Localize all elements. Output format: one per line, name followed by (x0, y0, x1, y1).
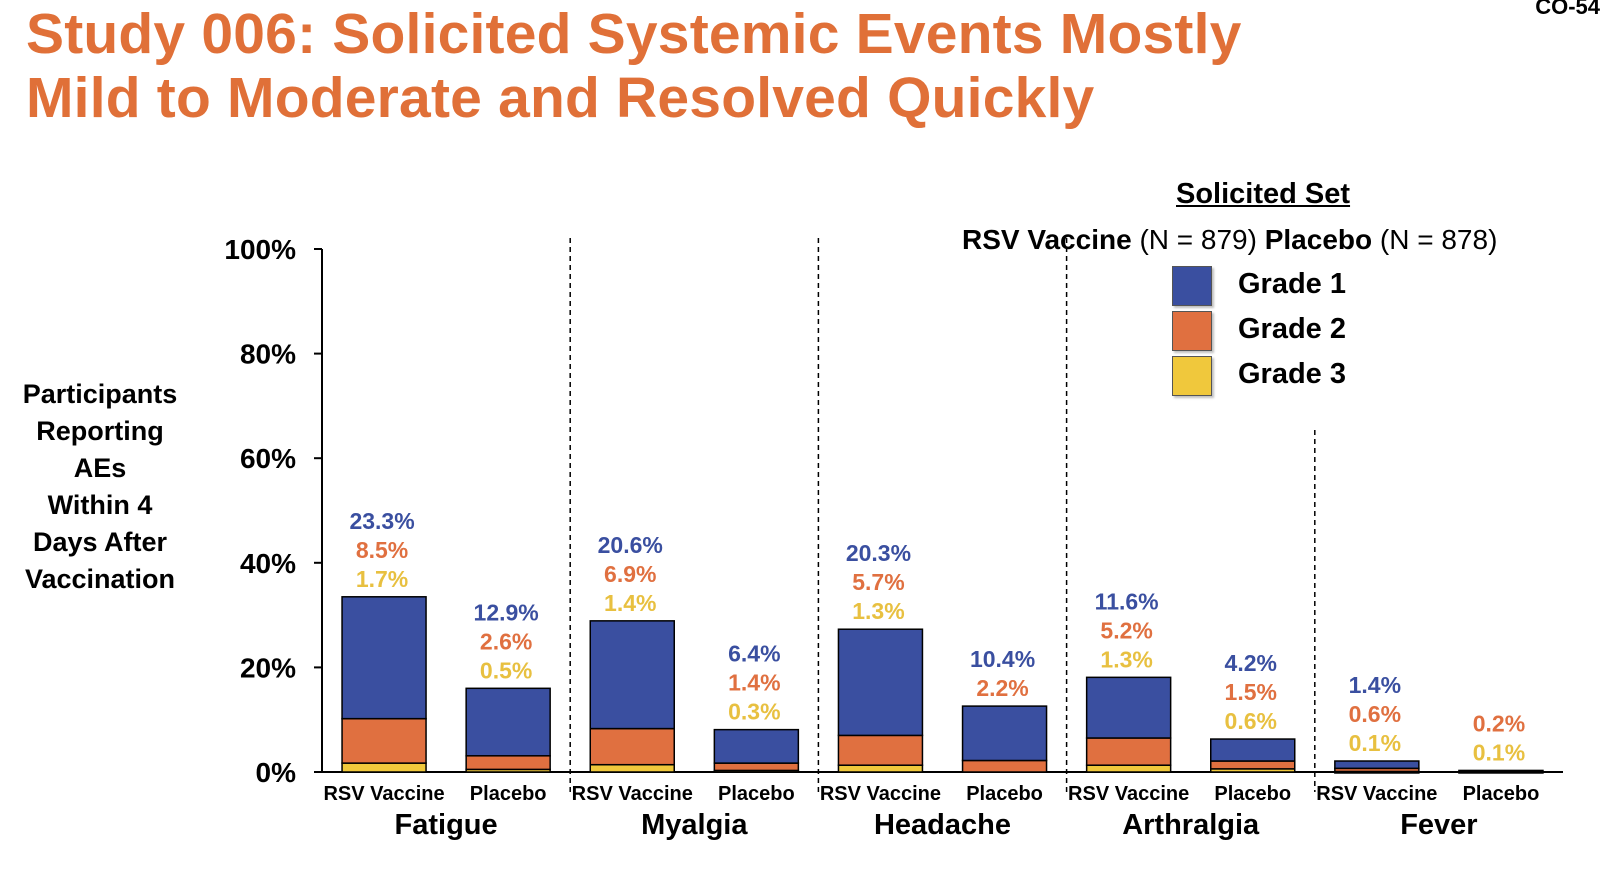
bar-segment-grade1 (589, 620, 675, 730)
group-label: Myalgia (641, 809, 748, 841)
data-label: 1.7% (356, 566, 408, 592)
y-tick-label: 80% (240, 339, 296, 370)
data-label: 0.1% (1349, 730, 1401, 756)
bar-segment-grade1 (1210, 738, 1296, 762)
bar-label: Placebo (470, 783, 547, 805)
data-label: 0.6% (1349, 701, 1401, 727)
data-label: 1.4% (1349, 672, 1401, 698)
data-label: 5.7% (852, 569, 904, 595)
y-axis-title-line: Reporting (36, 416, 164, 446)
group-label: Headache (874, 809, 1011, 841)
data-label: 6.9% (604, 561, 656, 587)
data-label: 0.2% (1473, 710, 1525, 736)
bar-label: RSV Vaccine (1316, 783, 1437, 805)
group-label: Fever (1400, 809, 1477, 841)
bar-segment-grade2 (961, 759, 1048, 773)
y-axis-title-line: AEs (73, 453, 127, 483)
y-axis-title: Participants Reporting AEs Within 4 Days… (4, 376, 196, 598)
data-label: 10.4% (970, 646, 1035, 672)
legend-label-grade-2: Grade 2 (1238, 313, 1346, 345)
y-axis-title-line: Vaccination (24, 564, 176, 594)
group-label: Fatigue (395, 809, 498, 841)
bar-segment-grade1 (1085, 676, 1172, 739)
data-label: 20.6% (598, 532, 663, 558)
bar-segment-grade1 (713, 728, 800, 764)
bar-segment-grade1 (341, 596, 427, 720)
bar-segment-grade2 (1085, 737, 1172, 766)
data-label: 1.5% (1225, 679, 1277, 705)
y-tick-label: 100% (224, 234, 296, 265)
data-label: 5.2% (1100, 617, 1152, 643)
legend-subtitle: RSV Vaccine (N = 879) Placebo (N = 878) (962, 224, 1497, 256)
bar-label: RSV Vaccine (820, 783, 941, 805)
bar-segment-grade2 (1210, 760, 1296, 770)
bar-segment-grade3 (837, 764, 924, 773)
bar-segment-grade2 (465, 755, 551, 771)
data-label: 1.3% (1100, 646, 1152, 672)
legend-label-grade-1: Grade 1 (1238, 268, 1346, 300)
bar-segment-grade1 (837, 628, 924, 737)
group-label: Arthralgia (1122, 809, 1260, 841)
y-axis-title-line: Participants (22, 379, 178, 409)
bar-segment-grade2 (713, 762, 800, 772)
legend-vaccine-label: RSV Vaccine (962, 224, 1132, 255)
bar-label: Placebo (718, 783, 795, 805)
data-label: 4.2% (1225, 650, 1277, 676)
data-label: 6.4% (728, 641, 780, 667)
bar-label: Placebo (1463, 783, 1540, 805)
bar-segment-grade1 (465, 687, 551, 757)
data-label: 12.9% (474, 599, 539, 625)
y-tick-label: 0% (256, 757, 297, 788)
bar-segment-grade1 (1334, 760, 1420, 770)
legend-title: Solicited Set (1176, 178, 1351, 210)
y-axis-title-line: Days After (32, 527, 168, 557)
y-axis-title-line: Within 4 (47, 490, 153, 520)
legend-label-grade-3: Grade 3 (1238, 358, 1346, 390)
legend-placebo-n: (N = 878) (1379, 224, 1498, 255)
data-label: 2.6% (480, 628, 532, 654)
data-label: 2.2% (976, 675, 1028, 701)
slide-id: CO-54 (1535, 0, 1600, 19)
data-label: 1.4% (604, 590, 656, 616)
bar-segment-grade2 (1458, 769, 1544, 773)
data-label: 23.3% (349, 508, 414, 534)
bar-label: RSV Vaccine (1068, 783, 1189, 805)
data-label: 1.3% (852, 598, 904, 624)
slide-title: Study 006: Solicited Systemic Events Mos… (26, 2, 1242, 130)
data-label: 8.5% (356, 537, 408, 563)
legend-swatch-grade-3 (1172, 356, 1212, 396)
y-tick-label: 40% (240, 548, 296, 579)
bar-segment-grade2 (837, 734, 924, 766)
legend-swatch-grade-1 (1172, 266, 1212, 306)
bar-segment-grade2 (589, 727, 675, 766)
title-line-2: Mild to Moderate and Resolved Quickly (26, 66, 1095, 130)
legend-swatch-grade-2 (1172, 311, 1212, 351)
data-label: 1.4% (728, 670, 780, 696)
data-label: 20.3% (846, 540, 911, 566)
bar-segment-grade2 (341, 717, 427, 764)
bar-segment-grade3 (589, 763, 675, 773)
bar-segment-grade3 (1085, 764, 1172, 773)
title-line-1: Study 006: Solicited Systemic Events Mos… (26, 2, 1242, 66)
y-tick-label: 20% (240, 652, 296, 683)
data-label: 11.6% (1095, 588, 1159, 614)
bar-label: Placebo (1214, 783, 1291, 805)
legend-placebo-label: Placebo (1264, 224, 1373, 255)
data-label: 0.1% (1473, 739, 1525, 765)
bar-segment-grade1 (961, 705, 1048, 762)
bar-label: RSV Vaccine (572, 783, 693, 805)
data-label: 0.6% (1225, 708, 1277, 734)
legend-vaccine-n: (N = 879) (1139, 224, 1257, 255)
data-label: 0.3% (728, 699, 780, 725)
y-tick-label: 60% (240, 443, 296, 474)
bar-label: Placebo (966, 783, 1043, 805)
bar-label: RSV Vaccine (323, 783, 444, 805)
data-label: 0.5% (480, 657, 532, 683)
bar-segment-grade3 (341, 762, 427, 773)
